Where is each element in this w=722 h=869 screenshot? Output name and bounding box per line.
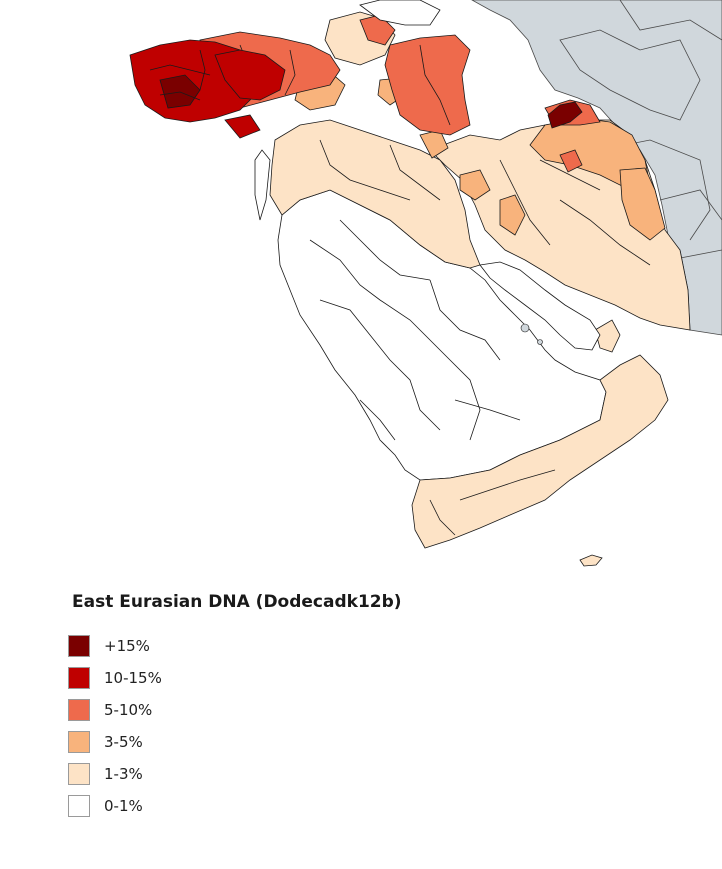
legend-label: 10-15% <box>104 669 162 687</box>
legend-swatch <box>68 635 90 657</box>
choropleth-map <box>129 0 722 567</box>
legend-title: East Eurasian DNA (Dodecadk12b) <box>72 592 402 612</box>
legend-label: 0-1% <box>104 797 143 815</box>
legend-item: 3-5% <box>68 726 488 758</box>
legend-label: 1-3% <box>104 765 143 783</box>
legend-label: 3-5% <box>104 733 143 751</box>
legend: East Eurasian DNA (Dodecadk12b) +15% 10-1… <box>68 592 488 822</box>
legend-label: +15% <box>104 637 150 655</box>
legend-label: 5-10% <box>104 701 153 719</box>
legend-swatch <box>68 699 90 721</box>
darkest-red-regions <box>547 101 583 129</box>
islands <box>520 323 543 345</box>
legend-swatch <box>68 795 90 817</box>
legend-items: +15% 10-15% 5-10% 3-5% 1-3% 0-1% <box>68 630 488 822</box>
legend-item: 5-10% <box>68 694 488 726</box>
legend-swatch <box>68 731 90 753</box>
dark-red-regions <box>129 39 286 139</box>
legend-item: 10-15% <box>68 662 488 694</box>
legend-swatch <box>68 763 90 785</box>
sea-areas <box>254 0 601 351</box>
legend-item: 0-1% <box>68 790 488 822</box>
legend-item: 1-3% <box>68 758 488 790</box>
legend-item: +15% <box>68 630 488 662</box>
legend-swatch <box>68 667 90 689</box>
arabia-region <box>277 189 607 481</box>
